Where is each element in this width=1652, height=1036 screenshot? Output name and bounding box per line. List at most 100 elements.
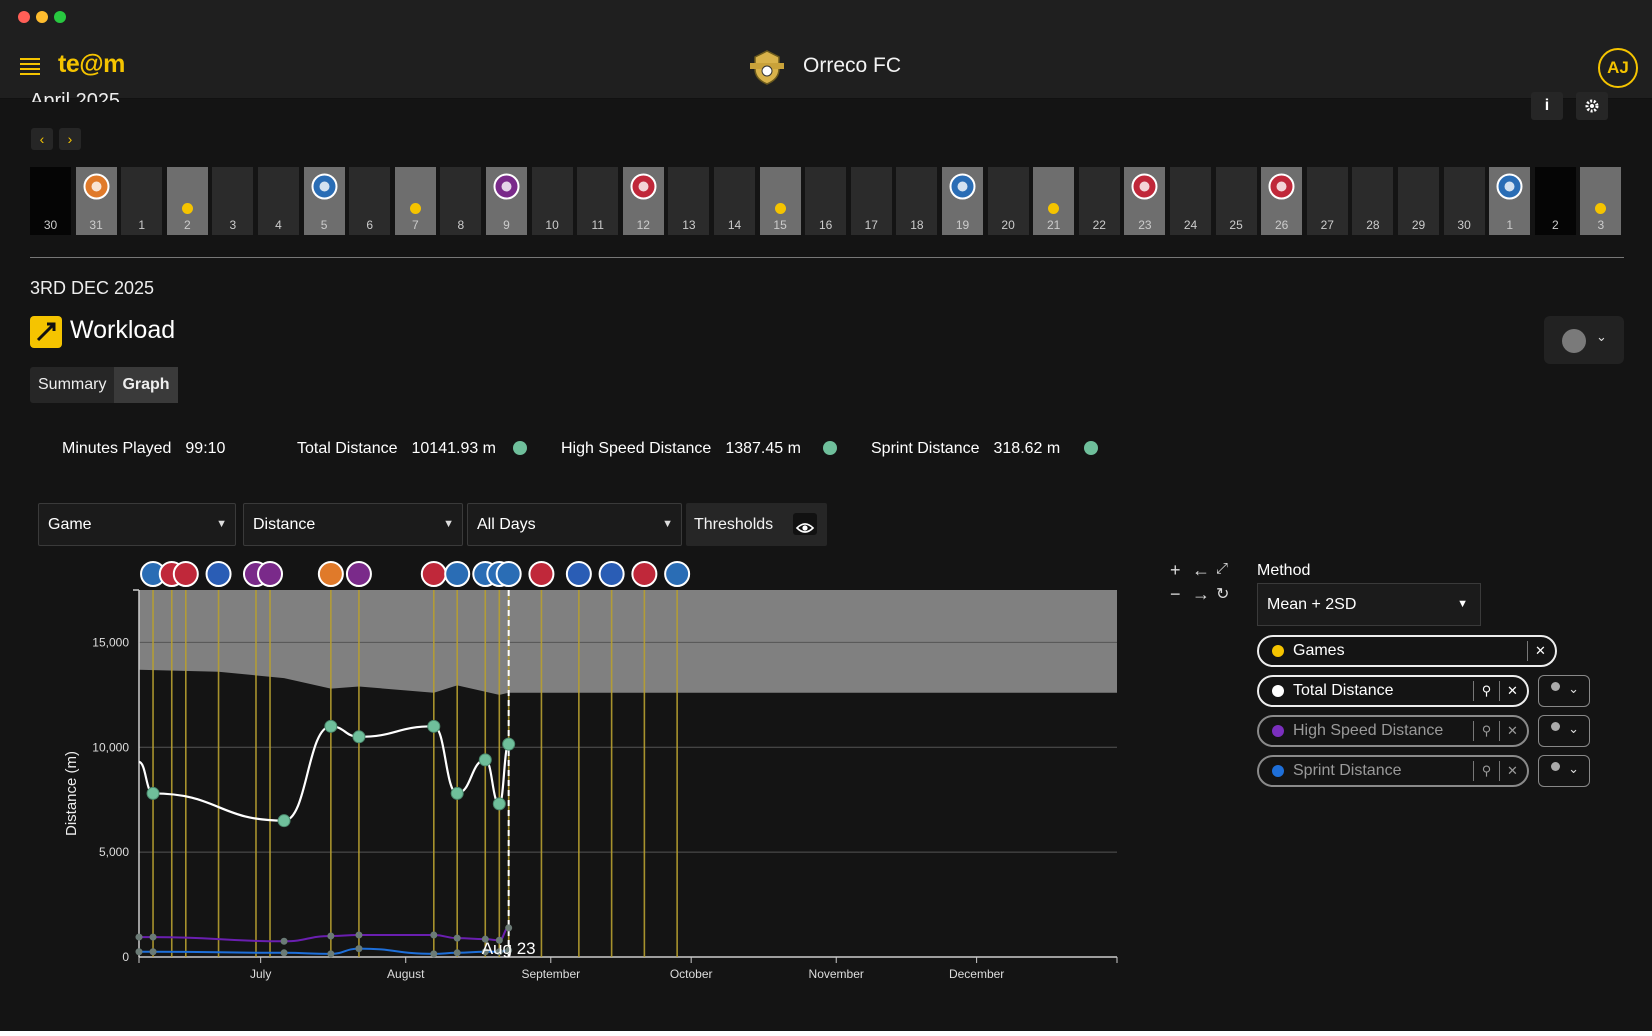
data-point	[453, 949, 461, 957]
calendar-day[interactable]: 28	[1352, 167, 1394, 235]
calendar-day[interactable]: 17	[850, 167, 892, 235]
settings-gear-icon[interactable]	[1576, 92, 1608, 120]
menu-icon[interactable]	[20, 58, 40, 75]
view-tabs: Summary Graph	[30, 367, 178, 403]
close-window-button[interactable]	[18, 11, 30, 23]
game-badge-icon[interactable]	[172, 561, 199, 587]
series-toggle-sprint-distance[interactable]: Sprint Distance ⚲ ✕	[1257, 755, 1529, 787]
color-picker-dropdown[interactable]: ⌄	[1544, 316, 1624, 364]
calendar-day[interactable]: 3	[1580, 167, 1622, 235]
stat-high-speed-distance: High Speed Distance 1387.45 m	[561, 440, 801, 458]
series-toggle-high-speed-distance[interactable]: High Speed Distance ⚲ ✕	[1257, 715, 1529, 747]
calendar-day[interactable]: 1	[121, 167, 163, 235]
game-badge-icon[interactable]	[598, 561, 625, 587]
game-badge-icon[interactable]	[565, 561, 592, 587]
calendar-day[interactable]: 19	[942, 167, 983, 235]
calendar-day[interactable]: 31	[75, 167, 117, 235]
calendar-day[interactable]: 30	[30, 167, 71, 235]
calendar-day[interactable]: 22	[1078, 167, 1120, 235]
data-point	[450, 786, 464, 800]
calendar-day[interactable]: 6	[349, 167, 391, 235]
zoom-series-icon[interactable]: ⚲	[1473, 761, 1499, 781]
method-select[interactable]: Mean + 2SD ▼	[1257, 583, 1481, 626]
game-badge-icon[interactable]	[631, 561, 658, 587]
stat-total-distance: Total Distance 10141.93 m	[297, 440, 496, 458]
hide-eye-icon[interactable]: ✕	[1499, 721, 1525, 741]
calendar-day[interactable]: 11	[577, 167, 619, 235]
minimize-window-button[interactable]	[36, 11, 48, 23]
calendar-day[interactable]: 12	[622, 167, 664, 235]
data-point	[430, 931, 438, 939]
calendar-day[interactable]: 1	[1489, 167, 1531, 235]
total-distance-style-dropdown[interactable]: ⌄	[1538, 675, 1590, 707]
game-badge-icon[interactable]	[444, 561, 471, 587]
calendar-day[interactable]: 2	[1534, 167, 1576, 235]
info-button[interactable]: i	[1531, 92, 1563, 120]
calendar-day[interactable]: 18	[896, 167, 938, 235]
pan-left-icon[interactable]: ←	[1192, 560, 1210, 580]
hide-eye-icon[interactable]: ✕	[1527, 641, 1553, 661]
zoom-in-icon[interactable]: +	[1170, 560, 1181, 580]
calendar-day[interactable]: 3	[212, 167, 254, 235]
game-badge-icon[interactable]	[205, 561, 232, 587]
series-toggle-total-distance[interactable]: Total Distance ⚲ ✕	[1257, 675, 1529, 707]
game-badge-icon[interactable]	[495, 561, 522, 587]
calendar-day[interactable]: 4	[258, 167, 299, 235]
day-number: 5	[320, 218, 328, 232]
color-swatch	[1562, 329, 1586, 353]
user-avatar[interactable]: AJ	[1598, 48, 1638, 88]
pan-right-icon[interactable]: →	[1192, 584, 1210, 604]
days-select[interactable]: All Days ▼	[467, 503, 682, 546]
calendar-day[interactable]: 21	[1033, 167, 1075, 235]
calendar-day[interactable]: 2	[166, 167, 208, 235]
calendar-day[interactable]: 8	[440, 167, 482, 235]
hide-eye-icon[interactable]: ✕	[1499, 761, 1525, 781]
reset-zoom-icon[interactable]: ↻	[1216, 586, 1230, 603]
calendar-day[interactable]: 30	[1443, 167, 1485, 235]
chart-zoom-controls: + ← ⤢ − → ↻	[1168, 560, 1236, 608]
game-badge-icon[interactable]	[317, 561, 344, 587]
thresholds-label: Thresholds	[694, 516, 774, 533]
tab-summary[interactable]: Summary	[38, 376, 107, 393]
session-type-select[interactable]: Game ▼	[38, 503, 236, 546]
sprint-style-dropdown[interactable]: ⌄	[1538, 755, 1590, 787]
calendar-day[interactable]: 5	[303, 167, 345, 235]
app-logo[interactable]: te@m	[58, 50, 125, 78]
fullscreen-icon[interactable]: ⤢	[1216, 560, 1229, 577]
calendar-day[interactable]: 15	[759, 167, 801, 235]
calendar-day[interactable]: 20	[987, 167, 1029, 235]
calendar-day[interactable]: 9	[486, 167, 527, 235]
calendar-day[interactable]: 7	[394, 167, 436, 235]
calendar-day[interactable]: 27	[1306, 167, 1348, 235]
horizontal-scrollbar[interactable]	[0, 1031, 1652, 1036]
game-badge-icon[interactable]	[420, 561, 447, 587]
training-dot	[774, 203, 786, 214]
eye-icon[interactable]	[793, 513, 817, 535]
game-badge-icon[interactable]	[664, 561, 691, 587]
metric-select[interactable]: Distance ▼	[243, 503, 463, 546]
calendar-day[interactable]: 26	[1261, 167, 1303, 235]
hide-eye-icon[interactable]: ✕	[1499, 681, 1525, 701]
game-badge-icon[interactable]	[257, 561, 284, 587]
calendar-day[interactable]: 14	[714, 167, 755, 235]
calendar-day[interactable]: 16	[805, 167, 847, 235]
calendar-day[interactable]: 23	[1124, 167, 1166, 235]
calendar-next-button[interactable]: ›	[59, 128, 81, 150]
calendar-prev-button[interactable]: ‹	[31, 128, 53, 150]
series-label: Games	[1293, 642, 1345, 659]
zoom-series-icon[interactable]: ⚲	[1473, 721, 1499, 741]
game-badge-icon[interactable]	[528, 561, 555, 587]
series-toggle-games[interactable]: Games ✕	[1257, 635, 1557, 667]
zoom-series-icon[interactable]: ⚲	[1473, 681, 1499, 701]
calendar-day[interactable]: 24	[1170, 167, 1211, 235]
high-speed-style-dropdown[interactable]: ⌄	[1538, 715, 1590, 747]
calendar-day[interactable]: 13	[668, 167, 710, 235]
calendar-day[interactable]: 29	[1398, 167, 1439, 235]
day-number: 11	[591, 218, 604, 232]
tab-graph[interactable]: Graph	[114, 367, 178, 403]
game-badge-icon[interactable]	[345, 561, 372, 587]
calendar-day[interactable]: 10	[531, 167, 573, 235]
maximize-window-button[interactable]	[54, 11, 66, 23]
zoom-out-icon[interactable]: −	[1170, 584, 1181, 604]
calendar-day[interactable]: 25	[1215, 167, 1257, 235]
